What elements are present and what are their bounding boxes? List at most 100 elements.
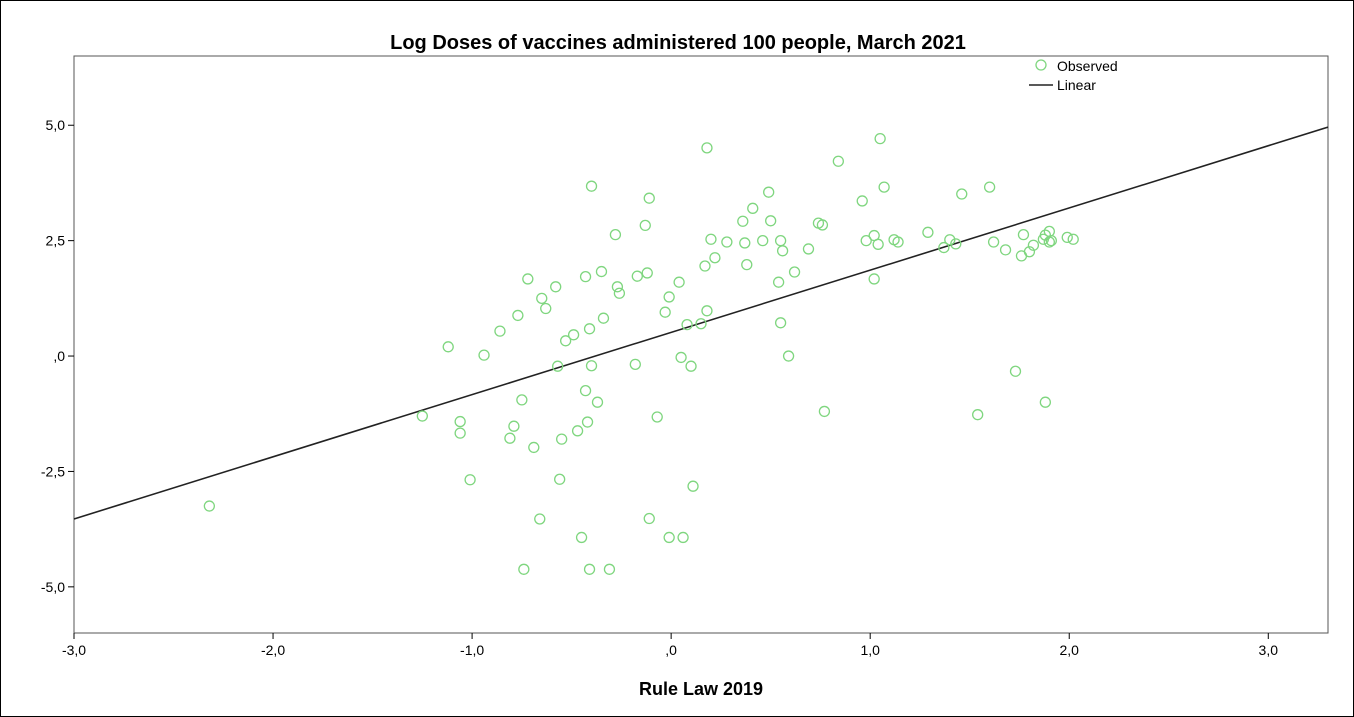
observed-point (868, 273, 880, 285)
observed-point (695, 318, 707, 330)
observed-point (540, 302, 552, 315)
observed-point (613, 287, 626, 299)
y-tick-label: -5,0 (41, 579, 65, 595)
observed-point (860, 234, 872, 247)
observed-point (938, 241, 950, 254)
y-axis: 5,0 2,5 ,0 -2,5 -5,0 (41, 117, 74, 595)
observed-point (464, 474, 476, 486)
observed-point (641, 267, 653, 279)
observed-point (772, 276, 785, 288)
observed-point (685, 360, 697, 372)
observed-point (677, 531, 689, 544)
observed-point (416, 410, 428, 422)
observed-point (874, 132, 886, 145)
observed-point (1017, 228, 1030, 241)
observed-point (522, 273, 534, 285)
observed-point (516, 394, 528, 406)
observed-point (585, 360, 598, 372)
observed-point (550, 281, 562, 293)
observed-point (583, 563, 596, 575)
observed-point (639, 219, 651, 232)
observed-point (856, 195, 868, 207)
observed-point (442, 341, 454, 353)
observed-point (709, 252, 721, 264)
observed-point (508, 420, 520, 432)
observed-point (643, 192, 655, 204)
observed-point (585, 180, 598, 192)
x-tick-label: 1,0 (860, 642, 880, 658)
observed-point (571, 425, 584, 437)
observed-point (504, 432, 516, 444)
x-axis-label: Rule Law 2019 (639, 679, 763, 699)
x-tick-label: -3,0 (62, 642, 86, 658)
observed-point (983, 181, 996, 193)
observed-point (1027, 239, 1040, 251)
observed-point (699, 260, 711, 272)
observed-point (832, 155, 844, 167)
observed-point (802, 243, 815, 255)
observed-point (595, 265, 608, 278)
observed-point (651, 411, 663, 423)
y-tick-label: 2,5 (46, 233, 66, 249)
observed-point (705, 233, 717, 245)
observed-point (776, 245, 789, 257)
observed-point (774, 234, 787, 247)
observed-point (554, 473, 566, 485)
observed-point (512, 309, 524, 322)
plot-area (73, 55, 1329, 634)
observed-point (663, 291, 675, 303)
observed-point (818, 405, 831, 418)
linear-fit-line (73, 126, 1329, 520)
observed-point (701, 142, 713, 154)
x-tick-label: ,0 (665, 642, 677, 658)
observed-point (972, 409, 984, 421)
observed-point (581, 416, 594, 428)
observed-point (763, 186, 775, 198)
observed-point (663, 531, 675, 544)
observed-point (518, 563, 530, 575)
observed-point (534, 513, 546, 525)
observed-point (567, 329, 580, 341)
legend-observed-marker (1035, 59, 1047, 71)
observed-point (629, 358, 641, 370)
observed-point (721, 236, 733, 248)
observed-point (788, 266, 801, 278)
observed-point (737, 215, 749, 227)
observed-point (609, 228, 622, 241)
observed-point (1023, 246, 1036, 258)
observed-point (987, 236, 1000, 248)
y-tick-label: ,0 (53, 348, 65, 364)
observed-points (203, 132, 1079, 575)
observed-point (203, 500, 216, 512)
observed-point (675, 351, 687, 364)
observed-point (739, 237, 751, 249)
observed-point (687, 480, 699, 492)
observed-point (454, 427, 466, 439)
observed-point (556, 433, 568, 445)
y-tick-label: 5,0 (46, 117, 66, 133)
observed-point (494, 325, 506, 337)
observed-point (603, 563, 616, 575)
observed-point (591, 396, 604, 408)
observed-point (478, 349, 490, 361)
observed-point (536, 292, 548, 304)
legend: Observed Linear (1029, 58, 1118, 93)
observed-point (1039, 396, 1052, 408)
observed-point (765, 215, 777, 227)
observed-point (782, 350, 795, 362)
observed-point (559, 335, 572, 347)
observed-point (575, 531, 588, 544)
observed-point (922, 226, 934, 238)
observed-point (643, 512, 655, 525)
observed-point (878, 181, 890, 193)
observed-point (1061, 231, 1073, 244)
x-tick-label: -1,0 (460, 642, 484, 658)
observed-point (747, 202, 759, 214)
chart-title: Log Doses of vaccines administered 100 p… (390, 32, 966, 54)
observed-point (611, 281, 624, 293)
observed-point (872, 238, 884, 250)
observed-point (579, 270, 592, 283)
x-tick-label: 3,0 (1259, 642, 1279, 658)
